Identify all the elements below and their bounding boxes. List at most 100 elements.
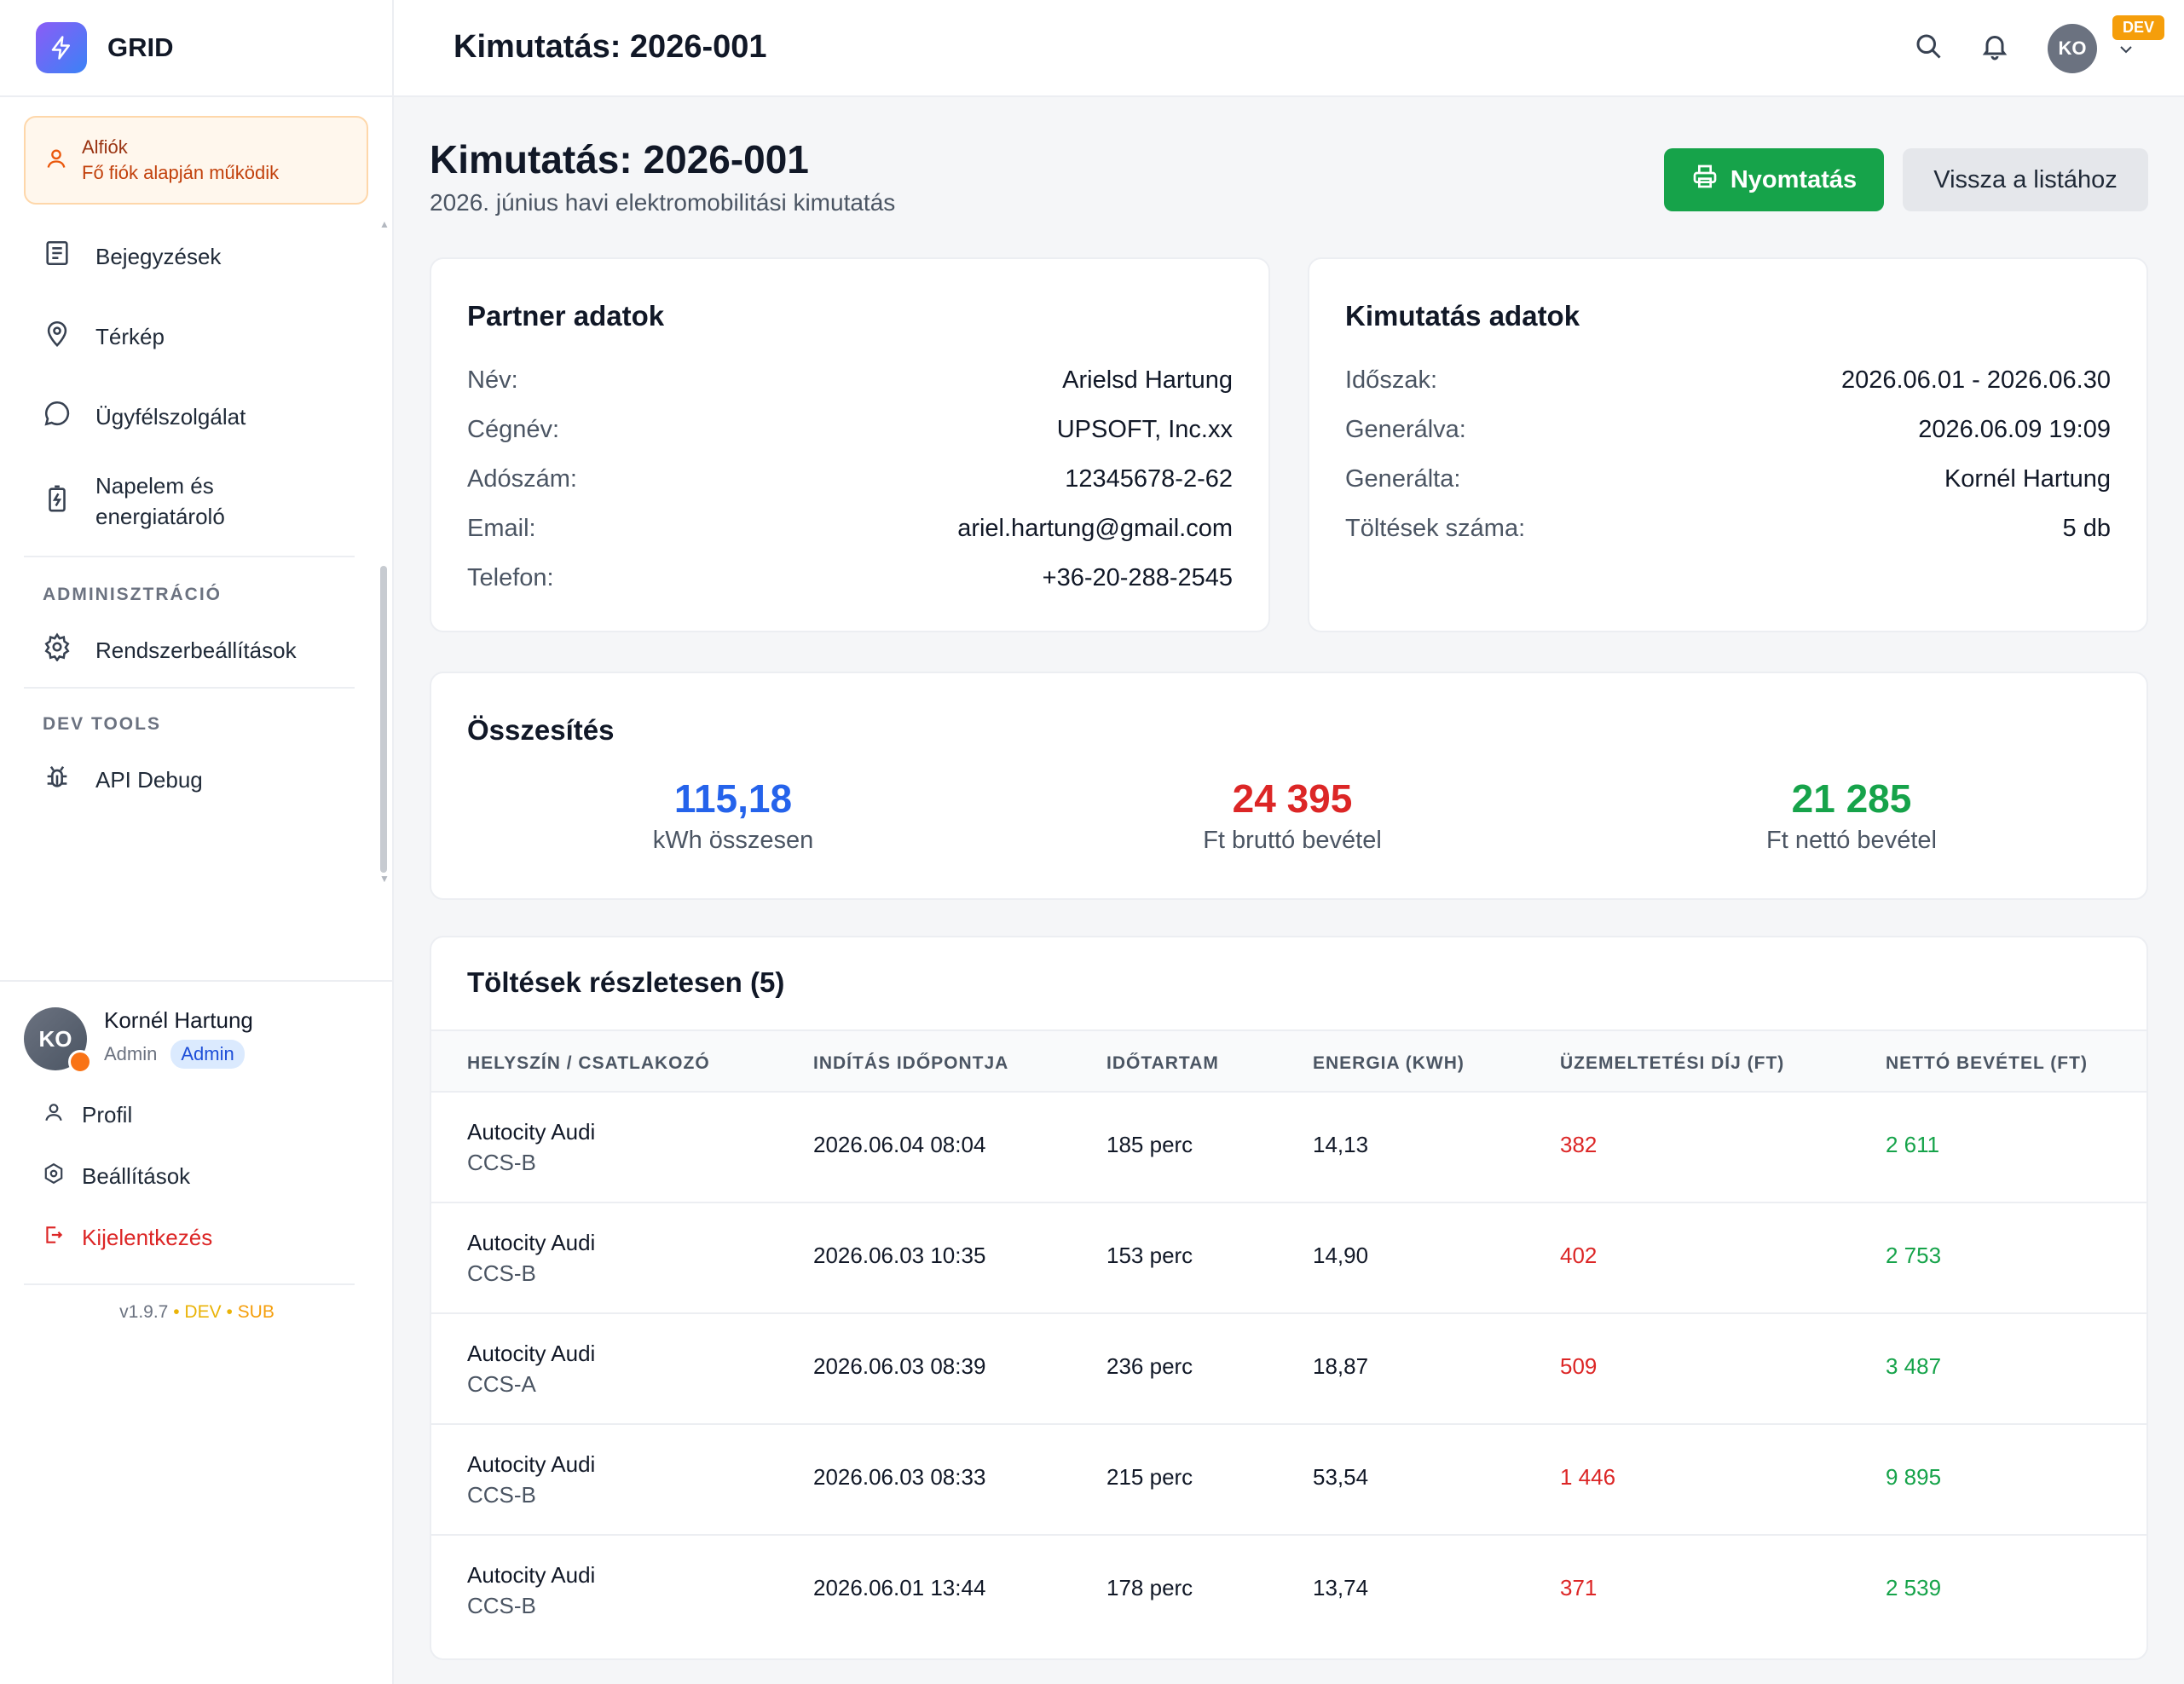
column-header: IDŐTARTAM — [1106, 1053, 1219, 1073]
user-icon — [44, 147, 68, 175]
topbar-title: Kimutatás: 2026-001 — [454, 29, 767, 65]
version-info: v1.9.7 • DEV • SUB — [0, 1302, 394, 1323]
location-name: Autocity Audi — [467, 1119, 596, 1145]
partner-row-phone: Telefon: +36-20-288-2545 — [467, 564, 1233, 592]
energy: 14,13 — [1313, 1132, 1369, 1157]
energy: 18,87 — [1313, 1353, 1369, 1379]
top-bar: Kimutatás: 2026-001 KO DEV — [394, 0, 2184, 97]
user-name: Kornél Hartung — [104, 1007, 253, 1033]
scroll-up-icon[interactable]: ▲ — [379, 218, 390, 230]
column-header: INDÍTÁS IDŐPONTJA — [813, 1053, 1009, 1073]
stat-value: 21 285 — [1791, 776, 1912, 821]
operating-fee: 1 446 — [1560, 1464, 1616, 1490]
start-time: 2026.06.03 08:39 — [813, 1353, 986, 1379]
profile-link[interactable]: Profil — [43, 1101, 132, 1129]
energy: 13,74 — [1313, 1575, 1369, 1600]
bell-icon[interactable] — [1979, 31, 2014, 65]
logout-link[interactable]: Kijelentkezés — [43, 1224, 212, 1252]
location-name: Autocity Audi — [467, 1230, 596, 1255]
brand[interactable]: GRID — [0, 0, 392, 97]
stat-label: kWh összesen — [652, 827, 814, 854]
report-title: Kimutatás adatok — [1345, 300, 1580, 332]
user-avatar[interactable]: KO — [2048, 24, 2097, 73]
divider — [24, 687, 355, 689]
connector-type: CCS-B — [467, 1260, 536, 1286]
table-row[interactable]: Autocity Audi CCS-A 2026.06.03 08:39 236… — [431, 1312, 2146, 1423]
sidebar-item-entries[interactable]: Bejegyzések — [43, 239, 221, 274]
map-pin-icon — [43, 319, 72, 354]
field-label: Telefon: — [467, 564, 554, 591]
operating-fee: 382 — [1560, 1132, 1598, 1157]
search-icon[interactable] — [1913, 31, 1947, 65]
table-row[interactable]: Autocity Audi CCS-B 2026.06.03 10:35 153… — [431, 1202, 2146, 1312]
field-label: Cégnév: — [467, 416, 560, 443]
net-revenue: 2 611 — [1886, 1132, 1940, 1157]
net-revenue: 2 753 — [1886, 1243, 1942, 1268]
alert-title: Alfiók — [82, 136, 128, 158]
user-role-row: Admin Admin — [104, 1040, 245, 1069]
section-dev-tools: DEV TOOLS — [43, 714, 161, 734]
sidebar-item-support[interactable]: Ügyfélszolgálat — [43, 399, 246, 434]
divider — [24, 1283, 355, 1285]
subaccount-alert[interactable]: Alfiók Fő fiók alapján működik — [24, 116, 368, 205]
start-time: 2026.06.01 13:44 — [813, 1575, 986, 1600]
version-separator: • — [226, 1302, 233, 1322]
sidebar: GRID Alfiók Fő fiók alapján működik ▲ ▼ … — [0, 0, 394, 1684]
env-badge: DEV — [2112, 15, 2165, 40]
page-title: Kimutatás: 2026-001 — [430, 137, 809, 182]
stat-value: 24 395 — [1232, 776, 1353, 821]
stat-label: Ft bruttó bevétel — [1203, 827, 1382, 854]
connector-type: CCS-B — [467, 1593, 536, 1618]
table-row[interactable]: Autocity Audi CCS-B 2026.06.01 13:44 178… — [431, 1534, 2146, 1645]
field-value: ariel.hartung@gmail.com — [957, 515, 1233, 542]
report-card: Kimutatás adatok Időszak: 2026.06.01 - 2… — [1308, 257, 2148, 632]
location-name: Autocity Audi — [467, 1341, 596, 1366]
settings-label: Beállítások — [82, 1163, 191, 1189]
sidebar-scroll-thumb[interactable] — [380, 566, 387, 873]
field-label: Email: — [467, 515, 536, 542]
stat-value: 115,18 — [673, 776, 793, 821]
connector-type: CCS-B — [467, 1150, 536, 1175]
scroll-down-icon[interactable]: ▼ — [379, 873, 390, 885]
report-row-generated-by: Generálta: Kornél Hartung — [1345, 465, 2111, 493]
version-env: DEV — [184, 1302, 222, 1322]
settings-link[interactable]: Beállítások — [43, 1162, 190, 1191]
column-header: HELYSZÍN / CSATLAKOZÓ — [467, 1053, 710, 1073]
table-row[interactable]: Autocity Audi CCS-B 2026.06.04 08:04 185… — [431, 1091, 2146, 1202]
section-admin: ADMINISZTRÁCIÓ — [43, 585, 222, 604]
user-panel: KO Kornél Hartung Admin Admin Profil Beá… — [0, 980, 394, 1684]
avatar[interactable]: KO — [24, 1007, 87, 1070]
sidebar-item-api-debug[interactable]: API Debug — [43, 762, 203, 797]
version-tag: SUB — [237, 1302, 274, 1322]
field-label: Generálta: — [1345, 465, 1461, 493]
field-value: +36-20-288-2545 — [1042, 564, 1233, 591]
sidebar-item-label-line1: Napelem és — [95, 473, 214, 499]
print-button[interactable]: Nyomtatás — [1664, 148, 1884, 211]
connector-type: CCS-B — [467, 1482, 536, 1508]
partner-row-name: Név: Arielsd Hartung — [467, 366, 1233, 395]
location-name: Autocity Audi — [467, 1451, 596, 1477]
back-to-list-button[interactable]: Vissza a listához — [1903, 148, 2148, 211]
chevron-down-icon[interactable] — [2116, 39, 2136, 64]
stat-gross-revenue: 24 395 Ft bruttó bevétel — [1122, 776, 1463, 855]
sidebar-item-solar[interactable]: Napelem és energiatároló — [43, 470, 225, 532]
field-label: Név: — [467, 366, 518, 394]
field-label: Generálva: — [1345, 416, 1466, 443]
sidebar-item-label: Bejegyzések — [95, 243, 222, 269]
user-icon — [43, 1101, 65, 1129]
field-value: Arielsd Hartung — [1062, 366, 1233, 394]
table-row[interactable]: Autocity Audi CCS-B 2026.06.03 08:33 215… — [431, 1423, 2146, 1534]
operating-fee: 371 — [1560, 1575, 1598, 1600]
sidebar-item-map[interactable]: Térkép — [43, 319, 165, 354]
duration: 153 perc — [1106, 1243, 1193, 1268]
partner-title: Partner adatok — [467, 300, 665, 332]
battery-icon — [43, 484, 72, 519]
charges-card: Töltések részletesen (5) HELYSZÍN / CSAT… — [430, 936, 2148, 1660]
field-value: UPSOFT, Inc.xx — [1056, 416, 1233, 443]
stat-net-revenue: 21 285 Ft nettó bevétel — [1681, 776, 2022, 855]
partner-card: Partner adatok Név: Arielsd Hartung Cégn… — [430, 257, 1270, 632]
version-separator: • — [173, 1302, 180, 1322]
net-revenue: 9 895 — [1886, 1464, 1942, 1490]
summary-card: Összesítés 115,18 kWh összesen 24 395 Ft… — [430, 672, 2148, 900]
sidebar-item-system-settings[interactable]: Rendszerbeállítások — [43, 632, 297, 667]
